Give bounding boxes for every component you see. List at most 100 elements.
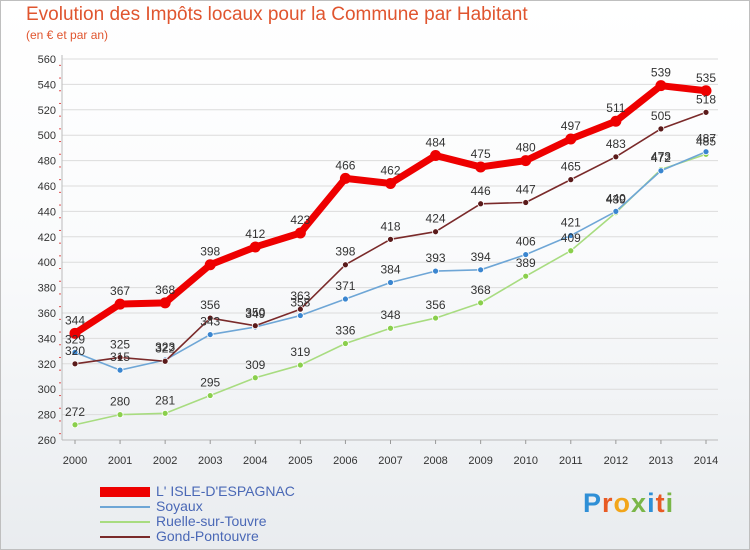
data-label: 325 [110,337,130,351]
data-point [522,251,530,258]
data-point [385,177,396,189]
legend-swatch [100,506,150,508]
data-point [206,314,214,322]
x-tick-label: 2010 [513,455,537,467]
data-label: 363 [290,289,310,303]
data-point [342,261,349,269]
y-tick-label: 400 [38,257,56,269]
data-label: 483 [606,137,626,151]
data-point [655,80,667,92]
legend-label: L' ISLE-D'ESPAGNAC [156,483,295,499]
x-tick-label: 2005 [288,455,312,467]
grid-lines [62,58,718,441]
y-tick-label: 340 [38,333,56,345]
data-label: 423 [290,213,310,227]
data-label: 309 [245,358,265,372]
data-label: 485 [696,134,716,148]
data-point [339,172,351,184]
data-label: 412 [245,227,265,241]
legend-label: Soyaux [156,498,203,514]
data-label: 336 [335,323,355,337]
data-point [657,167,665,175]
x-tick-label: 2013 [649,455,673,467]
data-label: 350 [245,306,265,320]
data-point [204,259,216,271]
data-point [342,340,349,347]
data-label: 398 [200,245,220,259]
x-tick-label: 2000 [63,455,87,467]
data-point [432,267,439,275]
legend-item: L' ISLE-D'ESPAGNAC [100,483,360,500]
data-point [522,199,530,206]
data-point [522,272,530,280]
data-label: 505 [651,109,671,123]
data-label: 535 [696,71,716,85]
data-label: 320 [65,344,85,358]
data-label: 475 [471,147,491,161]
chart-subtitle: (en € et par an) [26,28,109,42]
data-label: 349 [245,307,265,321]
data-point [610,115,622,127]
data-point [430,150,442,162]
data-point [251,322,259,330]
data-point [387,235,394,243]
data-label: 367 [110,284,130,298]
data-label: 446 [471,184,491,198]
legend-item: Ruelle-sur-Touvre [100,513,360,530]
data-point [161,409,169,417]
data-label: 272 [65,405,85,419]
data-label: 440 [606,191,626,205]
x-tick-label: 2009 [468,455,492,467]
data-label: 358 [290,296,310,310]
data-point [477,299,485,307]
x-tick-label: 2004 [243,455,267,467]
data-label: 418 [380,219,400,233]
legend-label: Ruelle-sur-Touvre [156,513,267,529]
y-tick-label: 360 [38,308,56,320]
data-label: 518 [696,92,716,106]
data-point [114,298,126,310]
data-label: 421 [561,216,581,230]
data-point [71,360,79,368]
y-tick-label: 440 [38,206,56,218]
data-label: 409 [561,231,581,245]
data-label: 329 [65,332,85,346]
data-label: 447 [516,183,536,197]
x-tick-label: 2008 [423,455,447,467]
data-point [71,421,79,429]
y-tick-label: 520 [38,105,56,117]
data-label: 462 [380,163,400,177]
brand-letter: i [647,488,656,518]
data-label: 368 [155,283,175,297]
data-point [116,366,124,374]
data-label: 281 [155,393,175,407]
y-tick-label: 320 [38,359,56,371]
legend-swatch [100,487,150,497]
data-label: 295 [200,376,220,390]
data-label: 344 [65,313,85,327]
data-label: 398 [335,245,355,259]
data-point [567,232,575,239]
data-point [520,155,532,167]
data-point [657,125,665,133]
data-point [294,227,306,239]
data-label: 384 [380,263,400,277]
data-label: 368 [471,283,491,297]
data-label: 319 [290,345,310,359]
legend-item: Soyaux [100,498,360,515]
legend-swatch [100,521,150,523]
brand-letter: x [631,488,648,518]
x-tick-label: 2001 [108,455,132,467]
data-point [477,200,485,208]
y-tick-label: 480 [38,156,56,168]
y-tick-label: 540 [38,79,56,91]
data-label: 465 [561,160,581,174]
data-point [475,161,487,173]
data-point [565,133,577,145]
data-point [432,228,439,236]
y-tick-label: 380 [38,283,56,295]
data-point [612,153,620,161]
data-label: 480 [516,141,536,155]
